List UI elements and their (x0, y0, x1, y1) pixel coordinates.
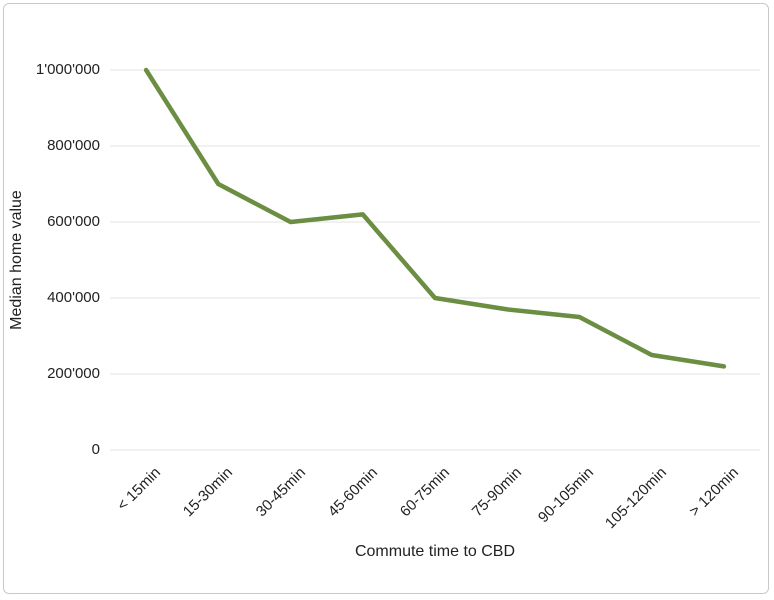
y-tick-label: 600'000 (47, 213, 100, 230)
y-tick-label: 800'000 (47, 137, 100, 154)
y-tick-label: 200'000 (47, 365, 100, 382)
y-tick-label: 0 (91, 441, 100, 458)
y-tick-label: 400'000 (47, 289, 100, 306)
y-axis-title: Median home value (8, 190, 25, 330)
y-tick-label: 1'000'000 (35, 61, 100, 78)
x-axis-title: Commute time to CBD (354, 543, 516, 560)
